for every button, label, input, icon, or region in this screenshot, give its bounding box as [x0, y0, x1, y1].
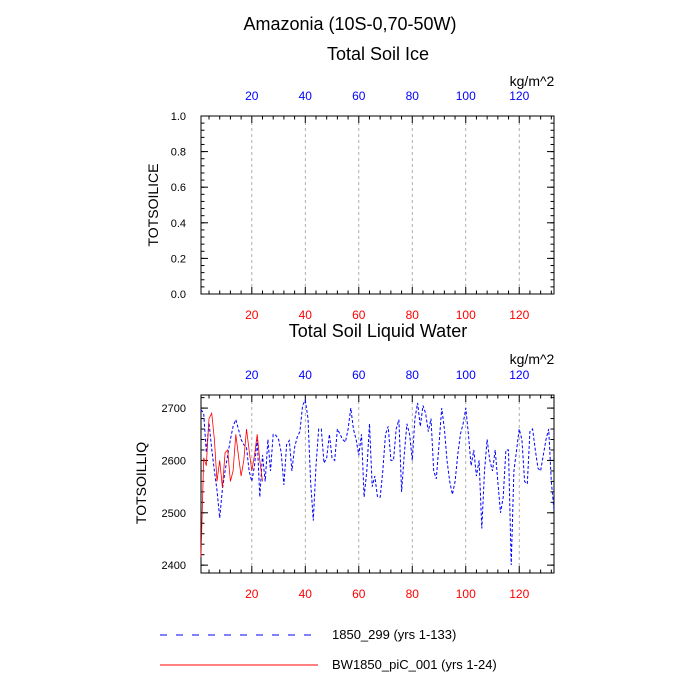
y-axis-label: TOTSOILICE	[145, 164, 161, 247]
x-tick-label-bottom: 100	[456, 587, 476, 601]
plot-frame	[200, 394, 555, 574]
y-tick-label: 0.6	[171, 182, 186, 194]
y-tick-label: 0.4	[171, 218, 186, 230]
panel-title: Total Soil Liquid Water	[289, 321, 467, 341]
x-tick-label-bottom: 40	[299, 308, 313, 322]
x-tick-label-top: 80	[406, 89, 420, 103]
y-tick-label: 0.2	[171, 253, 186, 265]
x-tick-label-bottom: 80	[406, 308, 420, 322]
y-tick-label: 0.0	[171, 289, 186, 301]
legend-label-series-2: BW1850_piC_001 (yrs 1-24)	[332, 657, 497, 672]
legend-label-series-1: 1850_299 (yrs 1-133)	[332, 627, 456, 642]
series-line-2	[200, 411, 263, 558]
x-tick-label-top: 40	[299, 368, 313, 382]
x-tick-label-bottom: 60	[352, 308, 366, 322]
y-tick-label: 2700	[162, 403, 186, 415]
x-tick-label-top: 60	[352, 89, 366, 103]
x-tick-label-top: 20	[245, 89, 259, 103]
x-tick-label-top: 80	[406, 368, 420, 382]
legend: 1850_299 (yrs 1-133) BW1850_piC_001 (yrs…	[160, 627, 497, 672]
x-tick-label-top: 20	[245, 368, 259, 382]
x-tick-label-top: 40	[299, 89, 313, 103]
panel-total-soil-liquid-water: Total Soil Liquid Water kg/m^2 TOTSOILLI…	[133, 321, 555, 601]
x-tick-label-bottom: 120	[509, 308, 529, 322]
y-tick-label: 2600	[162, 455, 186, 467]
x-tick-label-top: 100	[456, 368, 476, 382]
x-tick-label-top: 100	[456, 89, 476, 103]
panel-title: Total Soil Ice	[327, 44, 429, 64]
y-tick-label: 1.0	[171, 111, 186, 123]
y-tick-label: 0.8	[171, 147, 186, 159]
y-tick-label: 2500	[162, 508, 186, 520]
x-tick-label-bottom: 20	[245, 587, 259, 601]
y-axis-label: TOTSOILLIQ	[133, 442, 149, 524]
series-line-1	[200, 398, 555, 566]
x-tick-label-bottom: 20	[245, 308, 259, 322]
y-tick-label: 2400	[162, 560, 186, 572]
x-tick-label-bottom: 80	[406, 587, 420, 601]
plot-frame	[200, 115, 555, 295]
x-tick-label-top: 120	[509, 368, 529, 382]
main-title: Amazonia (10S-0,70-50W)	[243, 14, 456, 34]
x-tick-label-bottom: 60	[352, 587, 366, 601]
x-tick-label-bottom: 100	[456, 308, 476, 322]
x-tick-label-bottom: 120	[509, 587, 529, 601]
panel-total-soil-ice: Total Soil Ice kg/m^2 TOTSOILICE 20 20 40 4…	[145, 44, 555, 322]
top-axis-unit-label: kg/m^2	[510, 351, 555, 367]
top-axis-unit-label: kg/m^2	[510, 73, 555, 89]
x-tick-label-top: 60	[352, 368, 366, 382]
x-tick-label-bottom: 40	[299, 587, 313, 601]
x-tick-label-top: 120	[509, 89, 529, 103]
